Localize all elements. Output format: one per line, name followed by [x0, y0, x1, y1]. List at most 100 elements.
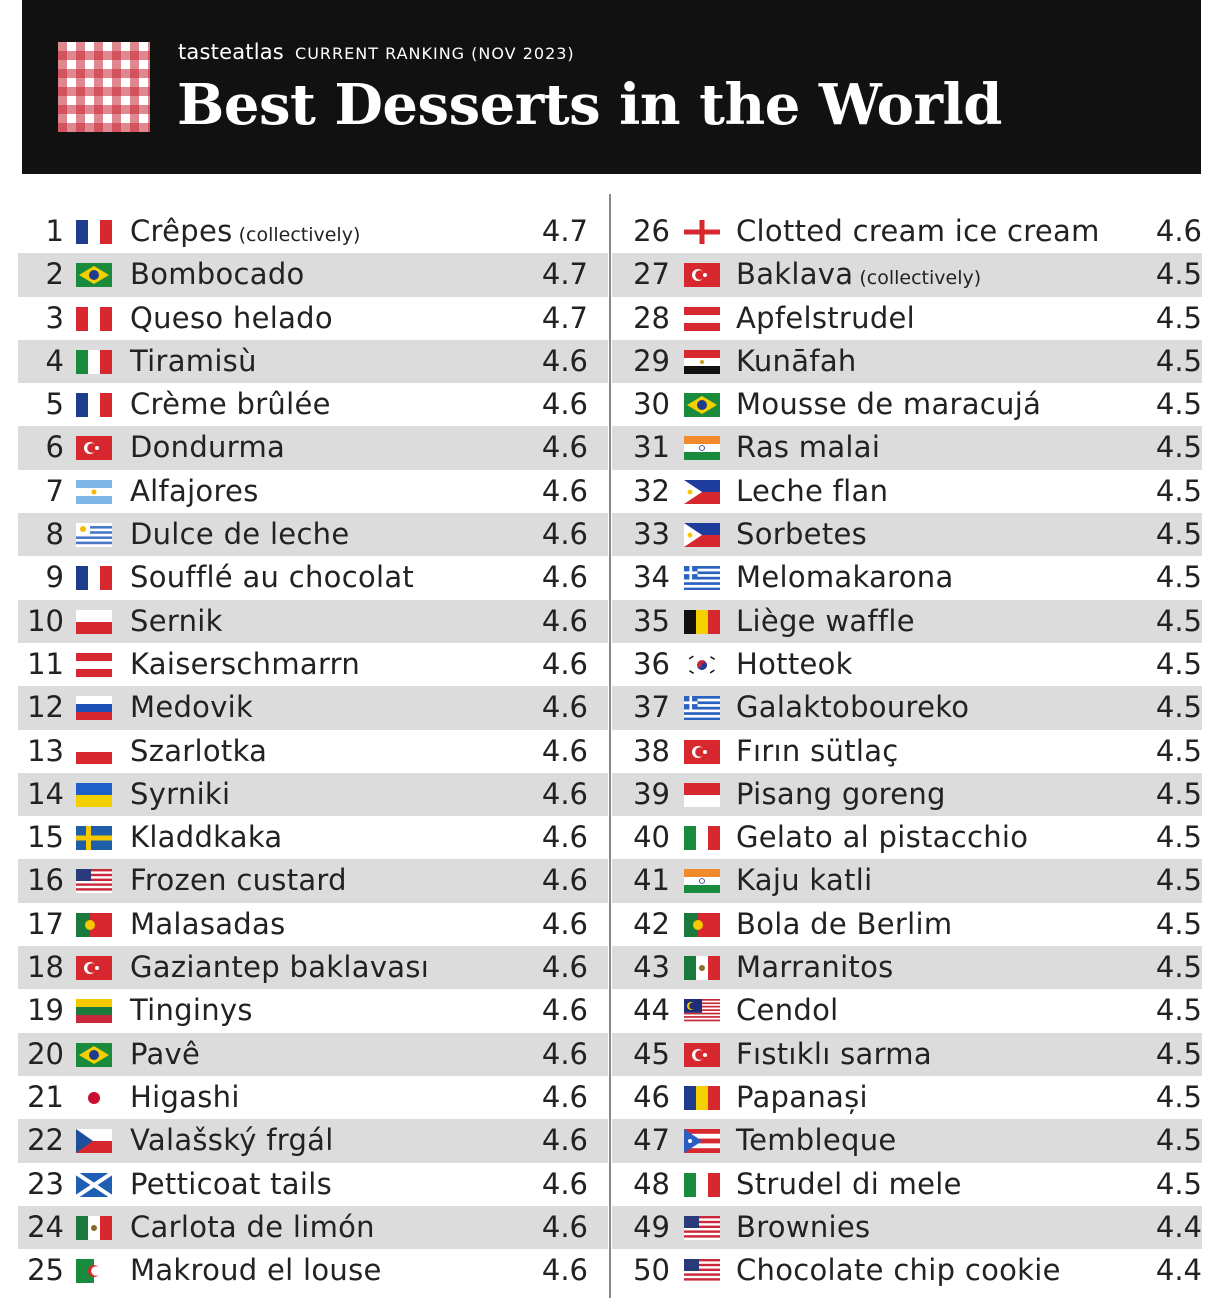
usa-flag-icon: [684, 1259, 720, 1284]
dessert-name: Marranitos: [736, 950, 894, 985]
dessert-name: Alfajores: [130, 473, 259, 508]
rank-number: 11: [27, 646, 64, 681]
rank-number: 50: [633, 1253, 670, 1288]
rating-score: 4.6: [541, 863, 588, 898]
dessert-name: Syrniki: [130, 776, 231, 811]
rating-score: 4.6: [541, 560, 588, 595]
greece-flag-icon: [684, 566, 720, 591]
rank-number: 36: [633, 646, 670, 681]
dessert-name: Chocolate chip cookie: [736, 1253, 1061, 1288]
rating-score: 4.6: [541, 646, 588, 681]
dessert-name: Apfelstrudel: [736, 300, 916, 335]
ranking-row: 42 Bola de Berlim 4.5: [612, 903, 1202, 946]
rating-score: 4.5: [1155, 343, 1202, 378]
philippines-flag-icon: [684, 523, 720, 548]
turkey-flag-icon: [684, 739, 720, 764]
rank-number: 44: [633, 993, 670, 1028]
dessert-name: Carlota de limón: [130, 1209, 375, 1244]
dessert-name: Sorbetes: [736, 517, 868, 552]
dessert-name: Frozen custard: [130, 863, 347, 898]
turkey-flag-icon: [684, 1042, 720, 1067]
dessert-name: Dulce de leche: [130, 517, 350, 552]
egypt-flag-icon: [684, 349, 720, 374]
dessert-name: Makroud el louse: [130, 1253, 382, 1288]
rank-number: 21: [27, 1079, 64, 1114]
dessert-name: Clotted cream ice cream: [736, 214, 1100, 248]
dessert-name: Kaiserschmarrn: [130, 646, 361, 681]
rating-score: 4.6: [541, 1166, 588, 1201]
ranking-row: 47 Tembleque 4.5: [612, 1119, 1202, 1163]
japan-flag-icon: [76, 1085, 112, 1110]
romania-flag-icon: [684, 1085, 720, 1110]
peru-flag-icon: [76, 306, 112, 331]
rank-number: 12: [27, 690, 64, 725]
ranking-row: 18 Gaziantep baklavası 4.6: [18, 946, 608, 990]
rank-number: 5: [45, 387, 64, 422]
france-flag-icon: [76, 393, 112, 418]
ranking-row: 35 Liège waffle 4.5: [612, 599, 1202, 643]
malaysia-flag-icon: [684, 999, 720, 1024]
rating-score: 4.6: [541, 430, 588, 465]
rating-score: 4.5: [1155, 430, 1202, 465]
austria-flag-icon: [76, 652, 112, 677]
ranking-row: 17 Malasadas 4.6: [18, 903, 608, 946]
dessert-name: Medovik: [130, 690, 254, 725]
dessert-name: Malasadas: [130, 906, 286, 941]
rank-number: 19: [27, 993, 64, 1028]
ranking-row: 36 Hotteok 4.5: [612, 643, 1202, 686]
brazil-flag-icon: [684, 393, 720, 418]
rank-number: 16: [27, 863, 64, 898]
rank-number: 2: [45, 257, 64, 292]
dessert-name: Pisang goreng: [736, 776, 946, 811]
dessert-name: Gaziantep baklavası: [130, 950, 430, 985]
ranking-row: 37 Galaktoboureko 4.5: [612, 686, 1202, 730]
ranking-row: 33 Sorbetes 4.5: [612, 513, 1202, 557]
rating-score: 4.6: [541, 1123, 588, 1158]
brand-line: tasteatlas CURRENT RANKING (NOV 2023): [178, 40, 575, 64]
rank-number: 26: [633, 214, 670, 248]
dessert-name: Fırın sütlaç: [736, 733, 899, 768]
italy-flag-icon: [76, 349, 112, 374]
russia-flag-icon: [76, 696, 112, 721]
dessert-name: Mousse de maracujá: [736, 387, 1042, 422]
ranking-row: 20 Pavê 4.6: [18, 1032, 608, 1076]
ranking-row: 19 Tinginys 4.6: [18, 989, 608, 1032]
rating-score: 4.6: [541, 387, 588, 422]
greece-flag-icon: [684, 696, 720, 721]
rating-score: 4.5: [1155, 776, 1202, 811]
rating-score: 4.5: [1155, 733, 1202, 768]
rating-score: 4.5: [1155, 257, 1202, 292]
ranking-row: 43 Marranitos 4.5: [612, 946, 1202, 990]
austria-flag-icon: [684, 306, 720, 331]
rating-score: 4.5: [1155, 517, 1202, 552]
rank-number: 17: [27, 906, 64, 941]
rank-number: 28: [633, 300, 670, 335]
rank-number: 20: [27, 1036, 64, 1071]
dessert-name: Kladdkaka: [130, 820, 283, 855]
rank-number: 33: [633, 517, 670, 552]
rating-score: 4.6: [1155, 214, 1202, 248]
ranking-row: 41 Kaju katli 4.5: [612, 859, 1202, 903]
rating-score: 4.7: [541, 257, 588, 292]
rating-score: 4.6: [541, 820, 588, 855]
rating-score: 4.5: [1155, 1123, 1202, 1158]
dessert-name: Kunāfah: [736, 343, 857, 378]
dessert-name: Papanași: [736, 1079, 868, 1114]
ranking-row: 27 Baklava (collectively) 4.5: [612, 253, 1202, 297]
rating-score: 4.6: [541, 1079, 588, 1114]
dessert-name: Crêpes (collectively): [130, 214, 361, 248]
ranking-row: 10 Sernik 4.6: [18, 599, 608, 643]
ranking-row: 8 Dulce de leche 4.6: [18, 513, 608, 557]
ranking-subtitle: CURRENT RANKING (NOV 2023): [295, 44, 575, 63]
rating-score: 4.6: [541, 603, 588, 638]
ranking-row: 28 Apfelstrudel 4.5: [612, 297, 1202, 340]
rating-score: 4.5: [1155, 473, 1202, 508]
rating-score: 4.5: [1155, 1079, 1202, 1114]
rank-number: 24: [27, 1209, 64, 1244]
rank-number: 8: [45, 517, 64, 552]
argentina-flag-icon: [76, 479, 112, 504]
rating-score: 4.7: [541, 300, 588, 335]
algeria-flag-icon: [76, 1259, 112, 1284]
rank-number: 32: [633, 473, 670, 508]
rating-score: 4.6: [541, 473, 588, 508]
